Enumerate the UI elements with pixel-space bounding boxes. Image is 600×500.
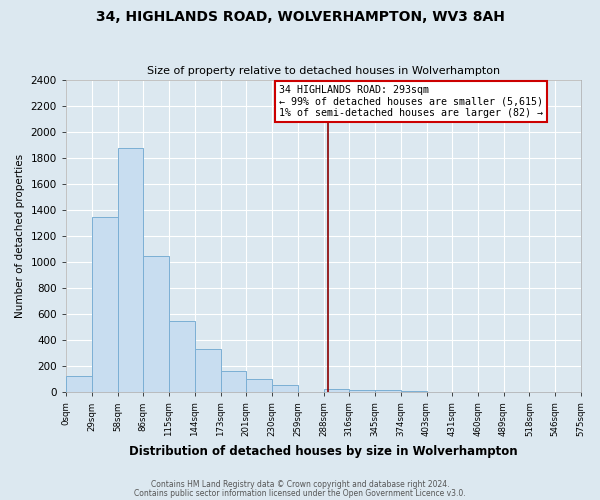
Bar [272, 385, 298, 392]
Text: Contains HM Land Registry data © Crown copyright and database right 2024.: Contains HM Land Registry data © Crown c… [151, 480, 449, 489]
Bar [374, 390, 401, 392]
Bar [195, 348, 221, 393]
X-axis label: Distribution of detached houses by size in Wolverhampton: Distribution of detached houses by size … [129, 444, 517, 458]
Bar [66, 376, 92, 392]
Bar [221, 371, 246, 392]
Bar [118, 148, 143, 392]
Title: Size of property relative to detached houses in Wolverhampton: Size of property relative to detached ho… [146, 66, 500, 76]
Bar [246, 378, 272, 392]
Text: 34 HIGHLANDS ROAD: 293sqm
← 99% of detached houses are smaller (5,615)
1% of sem: 34 HIGHLANDS ROAD: 293sqm ← 99% of detac… [280, 84, 544, 118]
Bar [169, 322, 195, 392]
Bar [401, 391, 427, 392]
Bar [143, 256, 169, 392]
Bar [92, 216, 118, 392]
Text: 34, HIGHLANDS ROAD, WOLVERHAMPTON, WV3 8AH: 34, HIGHLANDS ROAD, WOLVERHAMPTON, WV3 8… [95, 10, 505, 24]
Bar [323, 388, 349, 392]
Text: Contains public sector information licensed under the Open Government Licence v3: Contains public sector information licen… [134, 488, 466, 498]
Y-axis label: Number of detached properties: Number of detached properties [15, 154, 25, 318]
Bar [349, 390, 374, 392]
